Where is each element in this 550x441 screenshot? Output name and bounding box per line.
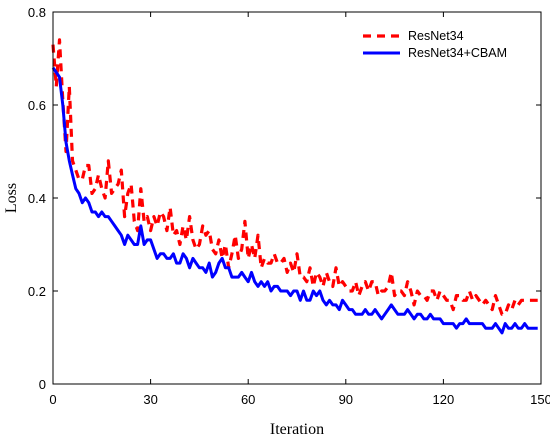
legend-label-resnet34: ResNet34	[408, 29, 464, 43]
y-tick-label: 0.6	[28, 98, 46, 113]
y-tick-label: 0	[39, 377, 46, 392]
ticks-layer: 0 30 60 90 120 150 0 0.2 0.4 0.6 0.8	[28, 5, 550, 407]
y-tick-label: 0.8	[28, 5, 46, 20]
legend-box	[355, 20, 535, 66]
x-tick-label: 120	[433, 392, 455, 407]
series-line-resnet34-cbam	[51, 66, 538, 335]
legend-label-resnet34-cbam: ResNet34+CBAM	[408, 46, 507, 60]
x-tick-label: 30	[143, 392, 157, 407]
series-layer	[51, 38, 538, 335]
series-line-resnet34	[51, 38, 538, 316]
x-tick-label: 60	[241, 392, 255, 407]
x-tick-label: 0	[49, 392, 56, 407]
x-tick-label: 150	[530, 392, 550, 407]
y-axis-title: Loss	[3, 183, 20, 213]
legend: ResNet34 ResNet34+CBAM	[355, 20, 535, 66]
x-axis-title: Iteration	[270, 421, 324, 438]
y-tick-label: 0.2	[28, 284, 46, 299]
x-tick-label: 90	[339, 392, 353, 407]
y-tick-label: 0.4	[28, 191, 46, 206]
